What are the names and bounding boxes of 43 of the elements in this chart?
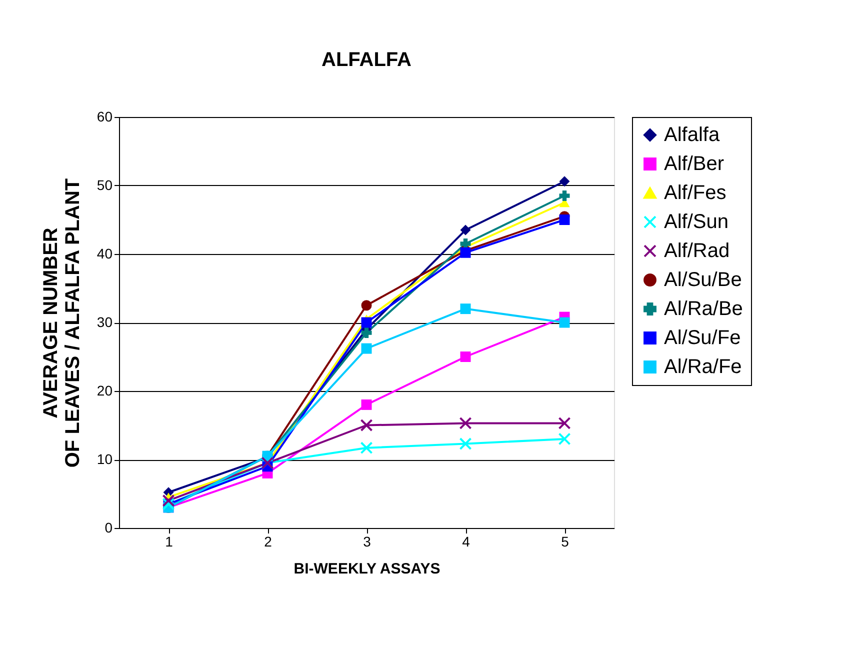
y-tick-label: 50	[96, 177, 113, 193]
legend-label: Alfalfa	[664, 124, 720, 146]
legend-label: Alf/Sun	[664, 211, 728, 233]
point	[361, 328, 372, 338]
point	[558, 432, 571, 446]
point	[558, 416, 571, 430]
chart-title: ALFALFA	[322, 49, 412, 71]
x-tick-label: 2	[264, 534, 272, 550]
point	[460, 352, 471, 362]
point	[361, 300, 372, 311]
point	[460, 224, 471, 236]
point	[559, 176, 570, 187]
legend-label: Alf/Rad	[664, 240, 730, 262]
y-tick-label: 40	[96, 246, 113, 262]
point	[360, 419, 373, 432]
x-tick-label: 5	[561, 534, 570, 550]
x-tick-label: 3	[363, 534, 372, 550]
y-tick-label: 0	[104, 520, 113, 536]
point	[559, 190, 570, 202]
legend-label: Alf/Fes	[664, 182, 726, 204]
x-tick-label: 4	[462, 534, 470, 550]
point	[361, 343, 372, 354]
legend-label: Al/Su/Be	[664, 269, 742, 291]
legend-label: Al/Su/Fe	[664, 327, 741, 349]
point	[361, 317, 372, 328]
point	[459, 438, 472, 450]
point	[460, 304, 471, 314]
y-tick-label: 60	[96, 108, 113, 124]
point	[459, 416, 472, 430]
y-tick-label: 20	[96, 382, 113, 398]
point	[361, 399, 372, 410]
point	[162, 494, 175, 507]
y-tick-label: 30	[96, 314, 113, 330]
point	[559, 214, 570, 225]
point	[360, 442, 373, 454]
x-tick-label: 1	[165, 534, 174, 550]
y-axis-title: AVERAGE NUMBER OF LEAVES / ALFALFA PLANT	[40, 178, 84, 468]
x-axis-title: BI-WEEKLY ASSAYS	[294, 560, 440, 578]
y-tick-label: 10	[96, 451, 113, 467]
legend-label: Al/Ra/Be	[664, 298, 743, 320]
legend-label: Al/Ra/Fe	[664, 356, 742, 378]
legend-label: Alf/Ber	[664, 153, 724, 175]
point	[559, 317, 570, 328]
